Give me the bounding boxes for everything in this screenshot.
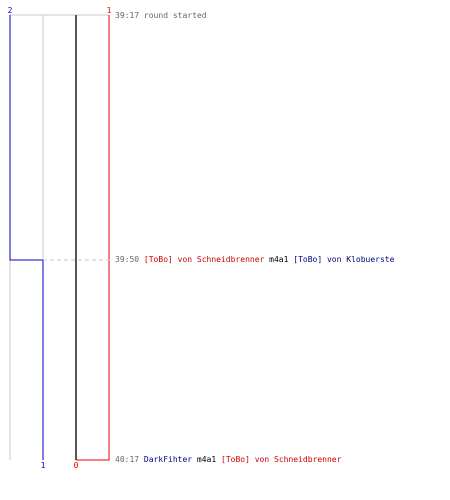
event-attacker: DarkFihter [143, 455, 193, 464]
top-counter-blue: 2 [7, 6, 13, 15]
blue-team-line [9, 15, 44, 460]
bottom-counter-red: 0 [73, 461, 79, 470]
event-time: 39:17 [115, 11, 140, 20]
event-round-started: 39:17 round started [115, 11, 207, 21]
event-time: 39:50 [115, 255, 140, 264]
event-attacker: [ToBo] von Schneidbrenner [143, 255, 265, 264]
event-text: round started [143, 11, 207, 20]
event-time: 40:17 [115, 455, 140, 464]
event-kill-2: 40:17 DarkFihter m4a1 [ToBo] von Schneid… [115, 455, 341, 465]
event-weapon: m4a1 [269, 255, 289, 264]
top-counter-red: 1 [106, 6, 112, 15]
event-victim: [ToBo] von Klobuerste [293, 255, 395, 264]
event-victim: [ToBo] von Schneidbrenner [221, 455, 342, 464]
event-weapon: m4a1 [196, 455, 217, 464]
bottom-counter-blue: 1 [40, 461, 46, 470]
red-team-line [76, 15, 110, 461]
event-kill-1: 39:50 [ToBo] von Schneidbrenner m4a1 [To… [115, 255, 394, 265]
